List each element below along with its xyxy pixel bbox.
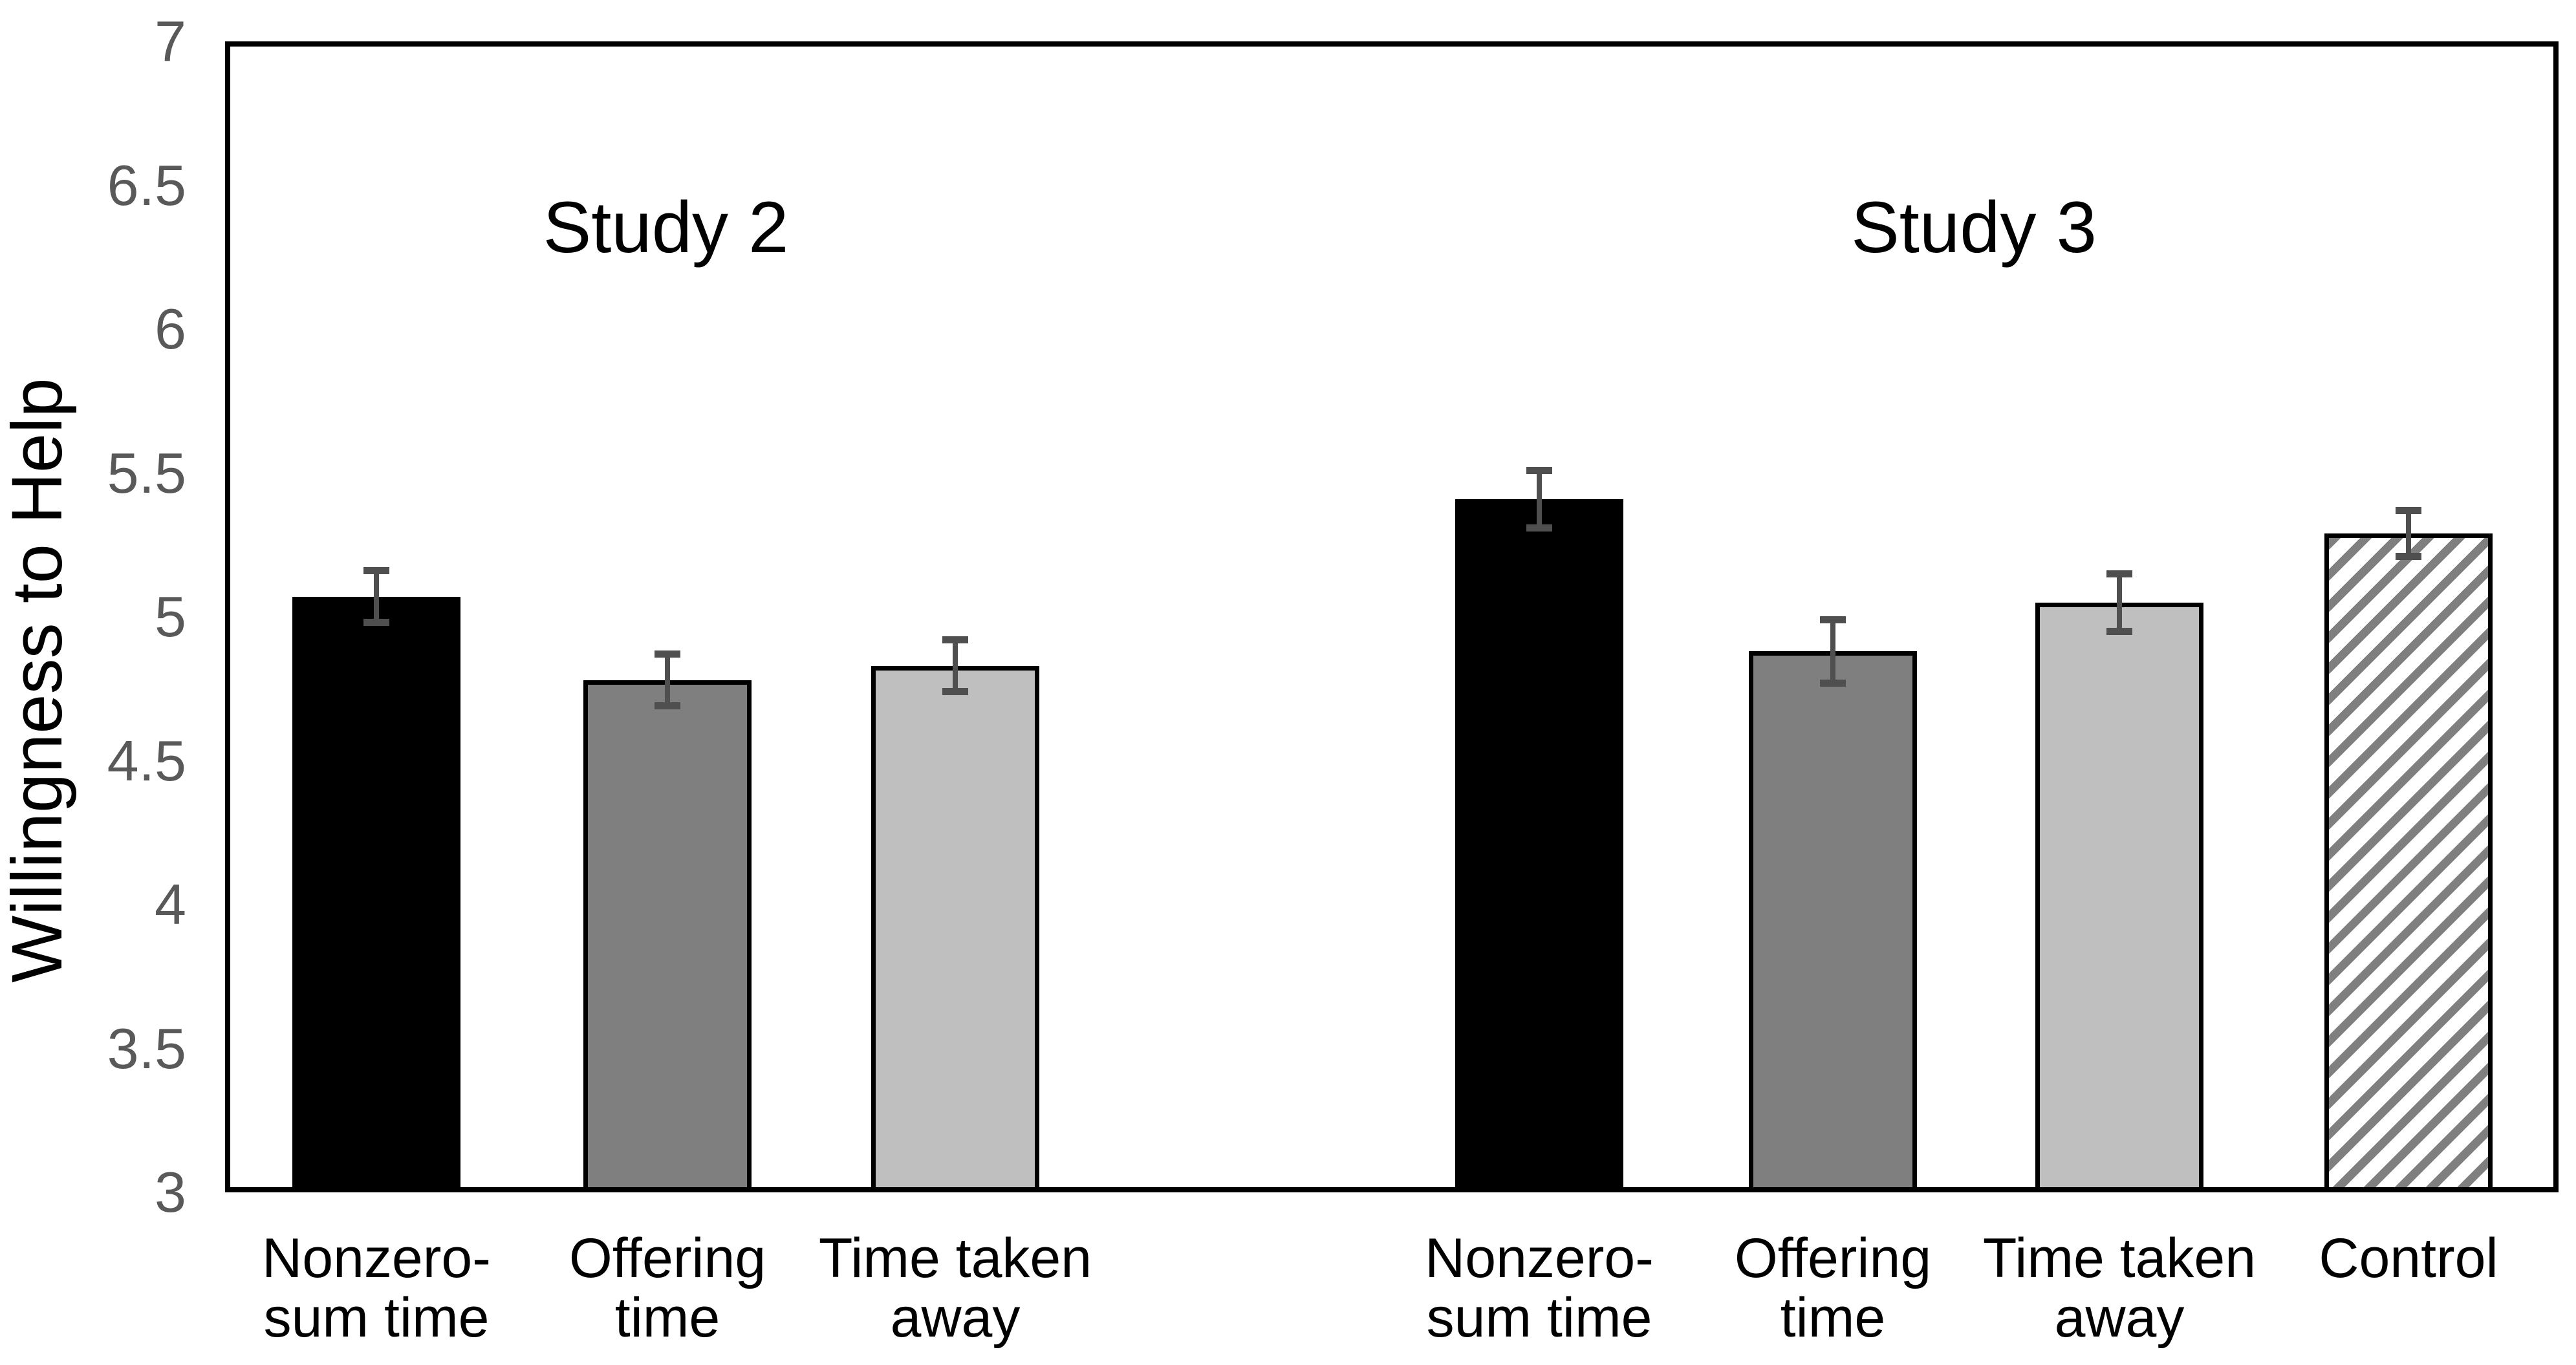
error-bar-cap-bottom-study-3-nonzero-sum-time [1526,524,1552,532]
bar-study-2-time-taken-away [871,665,1039,1192]
x-label-study-3-nonzero-sum-time: Nonzero-sum time [1313,1229,1766,1348]
y-tick-label-4-5: 4.5 [107,728,186,793]
error-bar-cap-top-study-3-time-taken-away [2106,570,2132,577]
error-bar-cap-bottom-study-2-nonzero-sum-time [363,619,389,627]
y-tick-label-6-5: 6.5 [107,153,186,217]
y-tick-label-3-5: 3.5 [107,1016,186,1080]
x-label-line: Offering [568,1227,766,1289]
x-label-line: sum time [1426,1287,1652,1349]
error-bar-line-study-3-nonzero-sum-time [1537,470,1542,528]
x-label-line: Time taken [1982,1227,2257,1289]
x-label-line: time [614,1287,720,1349]
bar-study-3-nonzero-sum-time [1455,499,1623,1192]
x-label-line: sum time [263,1287,490,1349]
error-bar-cap-bottom-study-2-time-taken-away [942,688,968,696]
y-tick-label-5-5: 5.5 [107,440,186,505]
y-tick-label-6: 6 [155,297,186,361]
error-bar-cap-bottom-study-3-offering-time [1820,679,1846,687]
error-bar-cap-top-study-3-offering-time [1820,616,1846,623]
y-tick-label-4: 4 [155,872,186,936]
x-label-line: time [1780,1287,1886,1349]
x-label-study-3-offering-time: Offering time [1607,1229,2059,1348]
bar-study-3-control [2324,533,2493,1192]
error-bar-cap-bottom-study-3-time-taken-away [2106,627,2132,635]
error-bar-line-study-2-time-taken-away [953,640,958,692]
error-bar-cap-top-study-3-nonzero-sum-time [1526,466,1552,474]
x-label-line: Control [2319,1227,2498,1289]
error-bar-cap-top-study-2-time-taken-away [942,636,968,644]
x-label-line: Nonzero- [262,1227,491,1289]
bar-study-3-offering-time [1749,651,1917,1192]
y-axis-title: Willingness to Help [0,378,77,983]
group-title-study-3: Study 3 [1851,187,2097,268]
error-bar-line-study-3-offering-time [1830,619,1835,683]
error-bar-line-study-2-nonzero-sum-time [374,570,379,623]
error-bar-cap-bottom-study-2-offering-time [655,702,680,710]
group-title-study-2: Study 2 [543,187,789,268]
y-tick-label-3: 3 [155,1160,186,1224]
x-label-study-2-nonzero-sum-time: Nonzero-sum time [150,1229,603,1348]
x-label-study-2-time-taken-away: Time taken away [729,1229,1182,1348]
bar-study-2-nonzero-sum-time [292,596,460,1192]
x-label-line: away [890,1287,1021,1349]
x-label-line: Time taken [818,1227,1092,1289]
error-bar-line-study-3-control [2406,510,2411,557]
x-label-study-3-time-taken-away: Time taken away [1893,1229,2346,1348]
bar-study-2-offering-time [583,680,752,1192]
x-label-line: away [2054,1287,2185,1349]
error-bar-line-study-3-time-taken-away [2117,574,2122,632]
error-bar-cap-top-study-3-control [2396,506,2421,514]
error-bar-cap-bottom-study-3-control [2396,553,2421,561]
y-tick-label-5: 5 [155,585,186,649]
error-bar-cap-top-study-2-offering-time [655,650,680,658]
x-label-line: Nonzero- [1425,1227,1654,1289]
error-bar-line-study-2-offering-time [665,654,670,706]
bar-study-3-time-taken-away [2035,602,2203,1192]
error-bar-cap-top-study-2-nonzero-sum-time [363,567,389,575]
y-tick-label-7: 7 [155,9,186,73]
x-label-line: Offering [1734,1227,1932,1289]
x-label-study-2-offering-time: Offering time [441,1229,894,1348]
x-label-study-3-control: Control [2182,1229,2576,1288]
